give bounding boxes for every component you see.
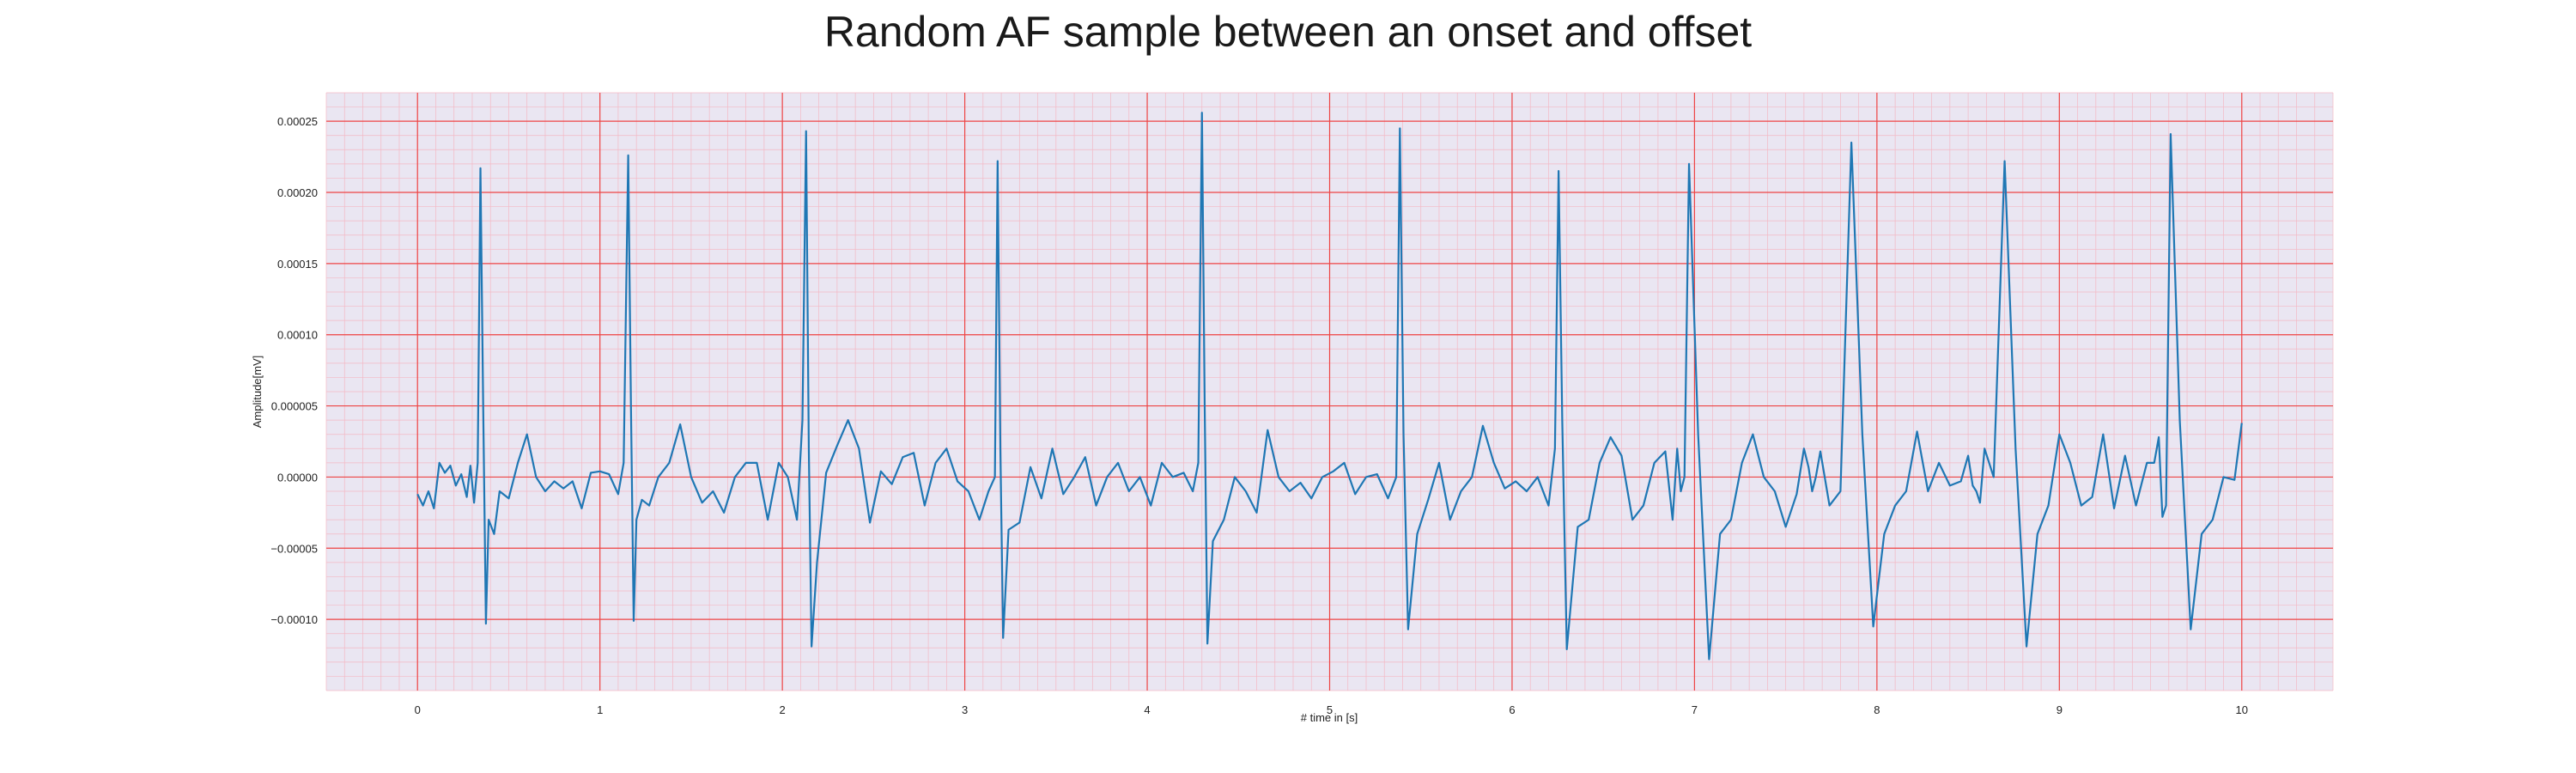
x-tick-label: 4: [1144, 703, 1150, 716]
y-tick-label: 0.00015: [277, 258, 318, 271]
x-axis-ticks: 0 1 2 3 4 5 6 7 8 9 10: [415, 703, 2248, 716]
x-tick-label: 0: [415, 703, 421, 716]
x-tick-label: 10: [2236, 703, 2248, 716]
x-tick-label: 1: [597, 703, 603, 716]
x-tick-label: 8: [1874, 703, 1880, 716]
y-axis-ticks: −0.00010 −0.00005 0.00000 0.000005 0.00010 0.…: [270, 115, 318, 626]
x-axis-label: # time in [s]: [1301, 711, 1358, 724]
x-tick-label: 3: [962, 703, 968, 716]
y-tick-label: 0.000005: [271, 400, 318, 413]
y-axis-label: Amplitude[mV]: [251, 356, 264, 429]
y-tick-label: 0.00020: [277, 186, 318, 199]
x-tick-label: 6: [1509, 703, 1515, 716]
series-line: [416, 112, 2243, 660]
y-tick-label: 0.00000: [277, 471, 318, 484]
y-tick-label: −0.00005: [270, 542, 318, 555]
x-tick-label: 5: [1327, 703, 1333, 716]
x-tick-label: 2: [780, 703, 786, 716]
x-tick-label: 7: [1692, 703, 1698, 716]
x-tick-label: 9: [2057, 703, 2063, 716]
y-tick-label: 0.00010: [277, 329, 318, 342]
y-tick-label: 0.00025: [277, 115, 318, 128]
major-grid: [326, 93, 2333, 691]
y-tick-label: −0.00010: [270, 613, 318, 626]
chart-title: Random AF sample between an onset and of…: [823, 8, 1753, 56]
